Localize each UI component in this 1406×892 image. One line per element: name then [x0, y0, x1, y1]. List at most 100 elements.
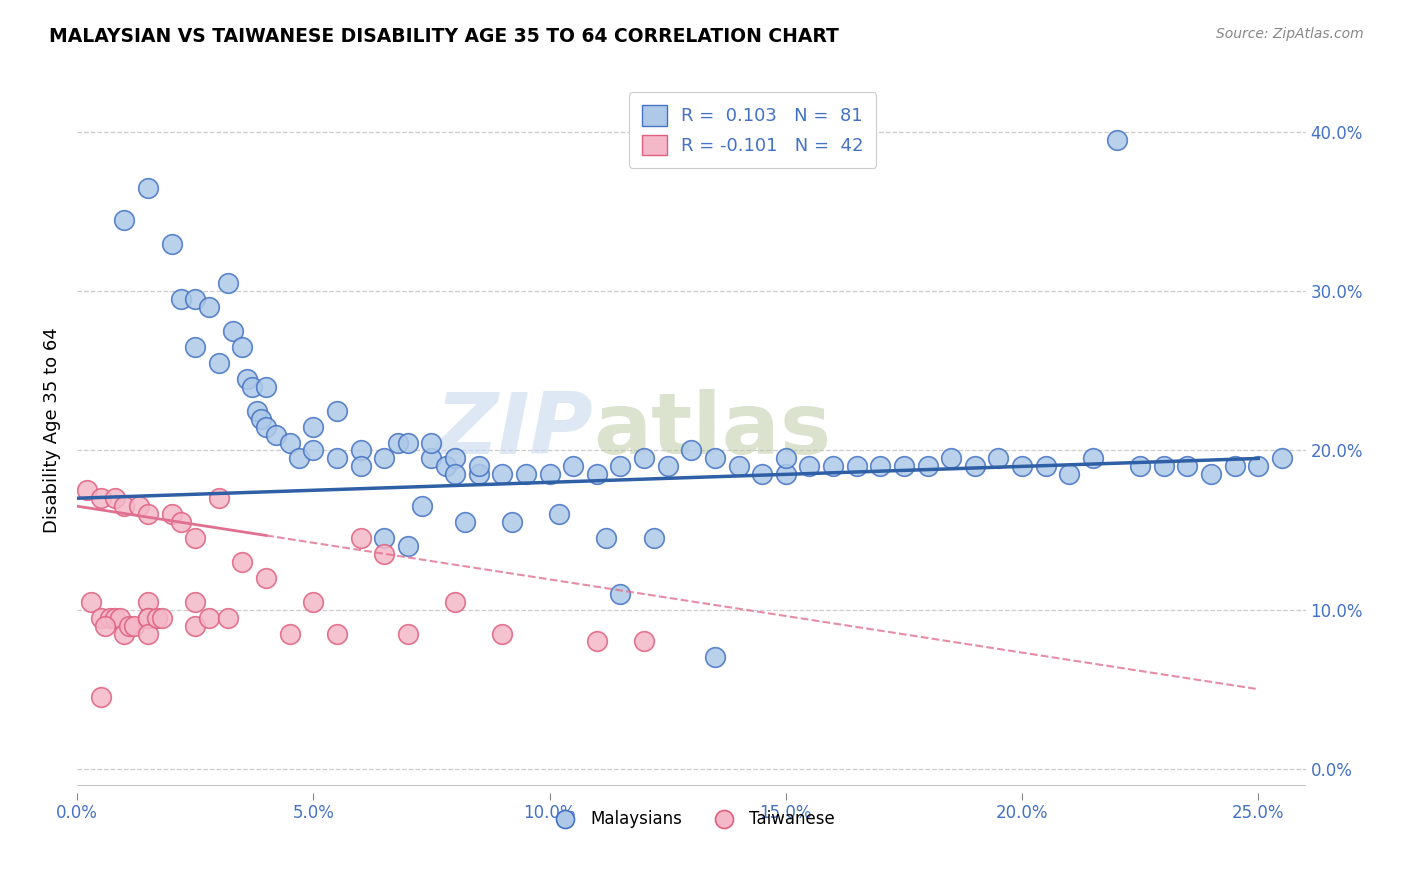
Point [1035, 459, 1057, 474]
Point [90, 610, 112, 624]
Point [657, 459, 679, 474]
Point [222, 324, 245, 338]
Point [136, 181, 159, 195]
Point [562, 459, 585, 474]
Point [1129, 459, 1152, 474]
Point [150, 610, 173, 624]
Point [118, 618, 141, 632]
Point [112, 626, 135, 640]
Point [501, 515, 523, 529]
Point [326, 626, 349, 640]
Point [136, 507, 159, 521]
Point [411, 499, 433, 513]
Point [108, 610, 131, 624]
Point [420, 435, 443, 450]
Point [1247, 459, 1270, 474]
Point [302, 419, 325, 434]
Point [751, 467, 773, 482]
Point [643, 531, 665, 545]
Point [236, 372, 259, 386]
Point [387, 435, 409, 450]
Point [112, 499, 135, 513]
Point [1199, 467, 1222, 482]
Legend: Malaysians, Taiwanese: Malaysians, Taiwanese [541, 804, 841, 835]
Point [90, 690, 112, 705]
Point [136, 626, 159, 640]
Point [136, 610, 159, 624]
Point [703, 451, 725, 466]
Point [184, 340, 207, 354]
Point [1153, 459, 1175, 474]
Point [217, 610, 239, 624]
Point [681, 443, 703, 458]
Point [231, 555, 253, 569]
Point [775, 451, 797, 466]
Point [595, 531, 617, 545]
Point [80, 595, 103, 609]
Point [208, 356, 231, 370]
Point [453, 515, 475, 529]
Point [184, 293, 207, 307]
Point [444, 451, 467, 466]
Point [184, 618, 207, 632]
Point [264, 427, 287, 442]
Point [987, 451, 1010, 466]
Point [491, 626, 513, 640]
Point [941, 451, 963, 466]
Point [198, 300, 221, 314]
Point [467, 459, 489, 474]
Point [703, 650, 725, 665]
Point [633, 634, 655, 648]
Point [246, 403, 269, 417]
Point [349, 443, 371, 458]
Point [963, 459, 986, 474]
Point [302, 443, 325, 458]
Point [94, 618, 117, 632]
Point [585, 634, 607, 648]
Point [609, 459, 631, 474]
Point [198, 610, 221, 624]
Point [278, 435, 301, 450]
Point [373, 451, 395, 466]
Point [633, 451, 655, 466]
Point [799, 459, 821, 474]
Point [326, 403, 349, 417]
Point [1105, 133, 1128, 147]
Text: atlas: atlas [593, 389, 831, 472]
Point [491, 467, 513, 482]
Point [326, 451, 349, 466]
Point [160, 507, 183, 521]
Point [349, 531, 371, 545]
Text: Source: ZipAtlas.com: Source: ZipAtlas.com [1216, 27, 1364, 41]
Point [775, 467, 797, 482]
Point [917, 459, 939, 474]
Point [1271, 451, 1294, 466]
Point [208, 491, 231, 506]
Point [373, 547, 395, 561]
Point [1223, 459, 1246, 474]
Point [515, 467, 537, 482]
Text: MALAYSIAN VS TAIWANESE DISABILITY AGE 35 TO 64 CORRELATION CHART: MALAYSIAN VS TAIWANESE DISABILITY AGE 35… [49, 27, 839, 45]
Point [104, 610, 127, 624]
Point [727, 459, 749, 474]
Point [278, 626, 301, 640]
Point [128, 499, 150, 513]
Point [609, 587, 631, 601]
Point [893, 459, 915, 474]
Point [184, 595, 207, 609]
Point [349, 459, 371, 474]
Point [373, 531, 395, 545]
Point [444, 595, 467, 609]
Point [250, 411, 273, 425]
Point [288, 451, 311, 466]
Point [160, 236, 183, 251]
Point [170, 515, 193, 529]
Point [1011, 459, 1033, 474]
Point [217, 277, 239, 291]
Text: ZIP: ZIP [436, 389, 593, 472]
Point [240, 380, 263, 394]
Point [76, 483, 98, 498]
Point [104, 491, 127, 506]
Point [420, 451, 443, 466]
Point [146, 610, 169, 624]
